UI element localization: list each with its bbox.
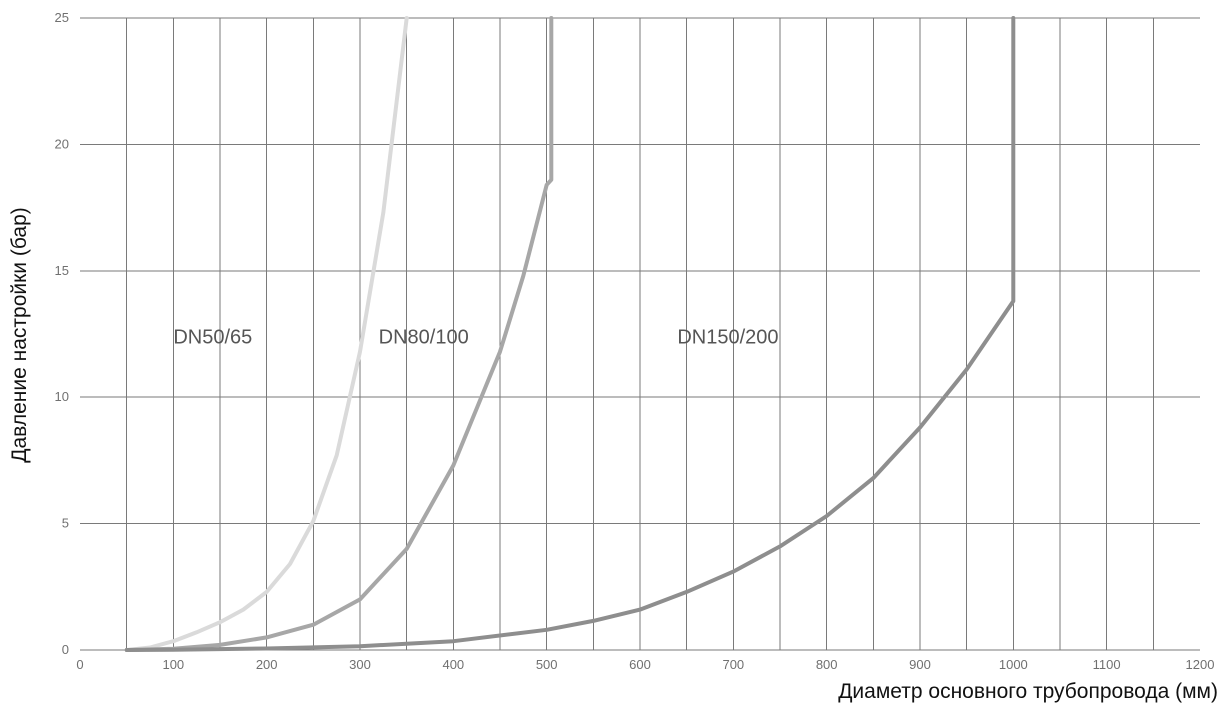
y-tick-label: 15 [55, 263, 69, 278]
series-label-3: DN150/200 [677, 327, 778, 349]
y-tick-label: 5 [62, 516, 69, 531]
x-tick-label: 0 [76, 657, 83, 672]
y-tick-label: 20 [55, 136, 69, 151]
x-tick-label: 100 [162, 657, 184, 672]
x-tick-label: 500 [536, 657, 558, 672]
y-tick-label: 0 [62, 642, 69, 657]
x-tick-label: 1100 [1093, 657, 1121, 672]
series-lines [124, 16, 1016, 652]
x-axis-title: Диаметр основного трубопровода (мм) [838, 680, 1218, 703]
series-labels: DN50/65 DN80/100 DN150/200 [173, 327, 778, 349]
y-tick-label: 25 [55, 10, 69, 25]
y-axis-title: Давление настройки (бар) [8, 207, 31, 462]
x-tick-label: 400 [442, 657, 464, 672]
x-tick-label: 800 [816, 657, 838, 672]
tick-labels: 0 100 200 300 400 500 600 700 800 900 1000 1100 1200… [55, 10, 1215, 672]
series-line-1 [124, 16, 409, 652]
x-tick-label: 900 [909, 657, 931, 672]
y-tick-label: 10 [55, 389, 69, 404]
series-label-2: DN80/100 [379, 327, 469, 349]
x-tick-label: 700 [722, 657, 744, 672]
grid [80, 17, 1200, 651]
series-label-1: DN50/65 [173, 327, 252, 349]
x-tick-label: 200 [256, 657, 278, 672]
x-tick-label: 1200 [1186, 657, 1215, 672]
series-line-3 [124, 16, 1016, 652]
x-tick-label: 300 [349, 657, 371, 672]
x-tick-label: 1000 [999, 657, 1028, 672]
x-tick-label: 600 [629, 657, 651, 672]
series-line-2 [124, 16, 554, 652]
